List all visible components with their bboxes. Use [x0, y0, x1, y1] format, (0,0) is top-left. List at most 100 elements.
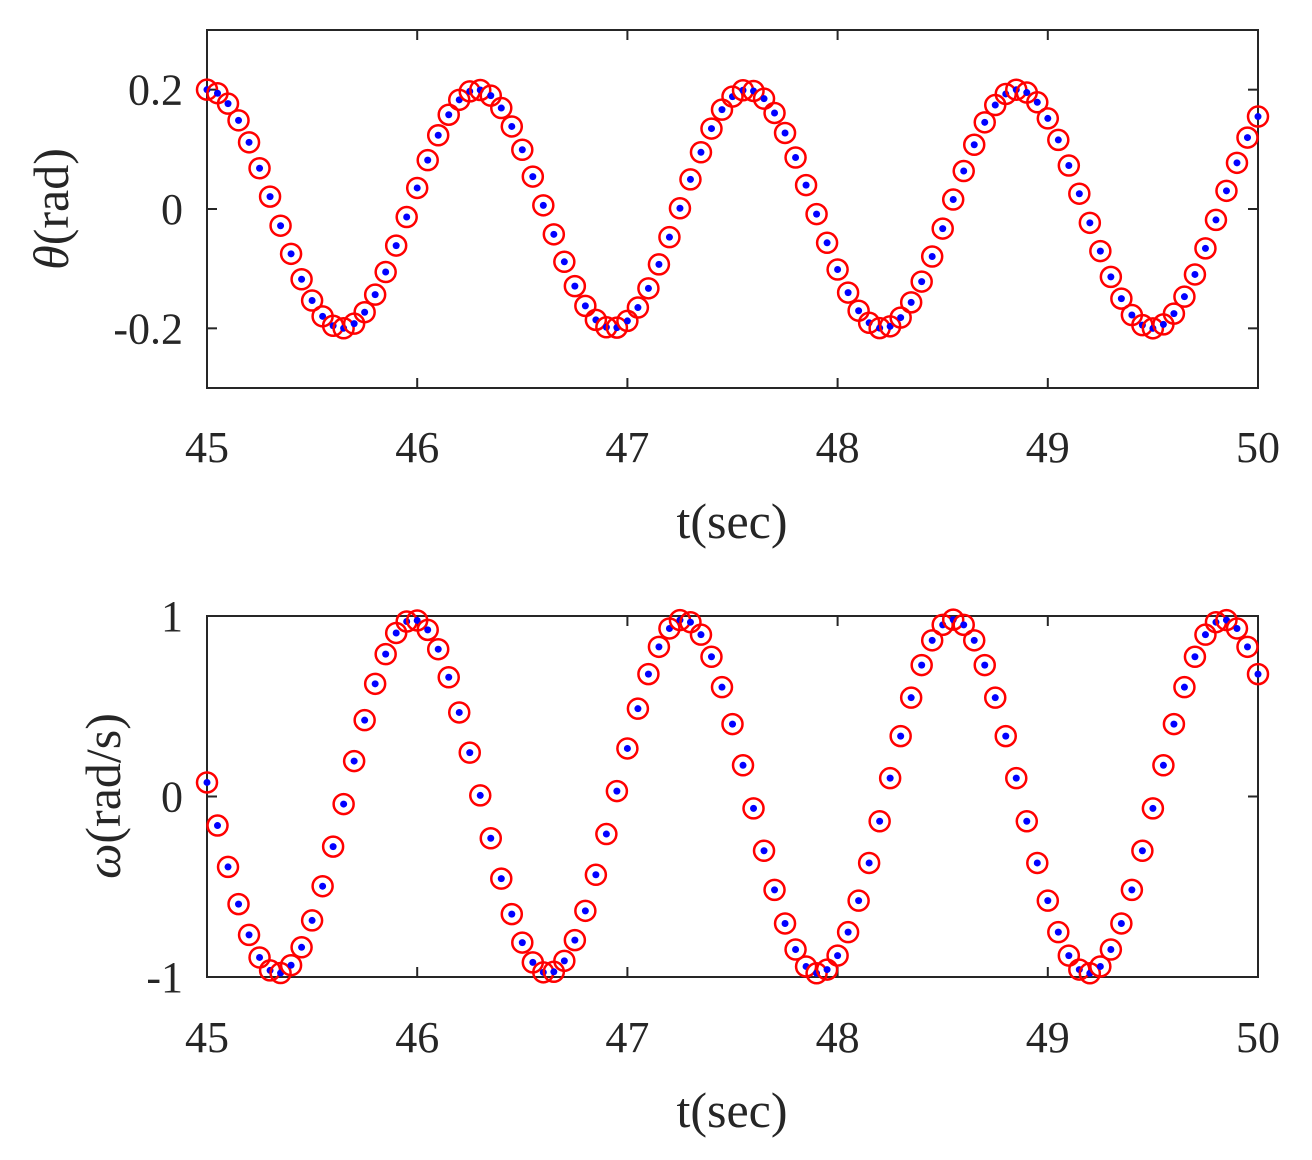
theta-reference-point	[752, 87, 776, 110]
omega-reference-point	[363, 672, 387, 696]
omega-reference-point	[731, 754, 755, 777]
theta-reference-point	[490, 96, 513, 120]
theta-reference-point	[1026, 91, 1049, 114]
theta-estimate-point	[445, 111, 453, 119]
theta-reference-point	[899, 291, 923, 314]
theta-estimate-point	[214, 89, 222, 97]
theta-estimate-point	[508, 122, 516, 130]
omega-estimate-point	[1065, 952, 1073, 960]
theta-reference-point	[248, 157, 271, 180]
theta-tick-labels: 45 46 47 48 49 50 -0.2 0 0.2	[113, 66, 1280, 472]
omega-ytick-label: 1	[161, 592, 183, 641]
omega-ticks	[206, 615, 1259, 978]
theta-estimate-point	[802, 181, 810, 189]
theta-reference-point	[1173, 285, 1196, 308]
theta-estimate-point	[823, 239, 831, 247]
omega-reference-point	[227, 892, 250, 916]
theta-estimate-point	[697, 148, 705, 156]
omega-estimate-point	[1128, 886, 1136, 894]
theta-reference-point	[805, 202, 828, 226]
omega-reference-point	[826, 944, 849, 967]
theta-reference-point	[784, 146, 807, 169]
theta-reference-point	[521, 165, 545, 188]
theta-reference-point	[910, 270, 933, 293]
omega-estimate-point	[686, 618, 694, 626]
omega-reference-point	[206, 814, 229, 837]
omega-estimate-point	[1233, 624, 1241, 632]
theta-estimate-point	[487, 92, 495, 100]
omega-estimate-point	[518, 939, 526, 947]
omega-chart: 45 46 47 48 49 50 -1 0 1 t(sec) ω(rad/s)	[75, 592, 1280, 1138]
omega-estimate-point	[550, 968, 558, 976]
theta-estimate-point	[623, 317, 631, 325]
theta-xtick-label: 48	[816, 423, 860, 472]
theta-reference-point	[416, 148, 439, 172]
omega-estimate-point	[413, 616, 421, 624]
omega-reference-point	[553, 949, 576, 973]
theta-reference-point	[836, 281, 860, 304]
theta-reference-point	[1162, 302, 1186, 325]
omega-reference-point	[941, 608, 965, 631]
omega-reference-point	[605, 779, 629, 803]
omega-reference-point	[857, 851, 881, 875]
theta-estimate-point	[1117, 295, 1125, 303]
theta-estimate-point	[424, 156, 432, 164]
omega-estimate-point	[634, 705, 642, 713]
omega-estimate-point	[1201, 631, 1209, 639]
omega-estimate-point	[792, 946, 800, 954]
omega-y-axis-symbol: ω	[75, 844, 131, 879]
omega-estimate-point	[1012, 774, 1020, 782]
theta-reference-point	[658, 225, 681, 249]
omega-estimate-point	[760, 847, 768, 855]
theta-estimate-point	[256, 164, 264, 172]
theta-estimate-point	[319, 312, 327, 320]
theta-ytick-label: 0.2	[128, 66, 183, 115]
omega-estimate-point	[623, 744, 631, 752]
omega-xtick-label: 45	[185, 1013, 229, 1062]
theta-reference-point	[689, 141, 713, 164]
omega-estimate-point	[571, 936, 579, 944]
omega-estimate-point	[350, 757, 358, 765]
theta-estimate-point	[550, 230, 558, 238]
omega-estimate-point	[718, 683, 726, 691]
omega-estimate-point	[1002, 732, 1010, 740]
theta-reference-point	[1089, 239, 1112, 263]
omega-reference-point	[952, 613, 975, 637]
omega-estimate-point	[991, 694, 999, 702]
omega-ytick-label: 0	[161, 773, 183, 822]
theta-estimate-point	[1128, 311, 1136, 319]
omega-reference-point	[479, 827, 503, 850]
theta-estimate-point	[1033, 98, 1041, 106]
theta-estimate-point	[907, 298, 915, 306]
omega-reference-point	[469, 784, 492, 807]
theta-ytick-label: -0.2	[113, 304, 183, 353]
omega-estimate-point	[1159, 761, 1167, 769]
theta-xtick-label: 47	[605, 423, 649, 472]
omega-estimate-point	[707, 653, 715, 661]
theta-reference-point	[1068, 182, 1091, 205]
theta-reference-point	[237, 131, 261, 154]
omega-estimate-point	[771, 886, 779, 894]
theta-estimate-point	[707, 125, 715, 133]
theta-estimate-point	[834, 266, 842, 274]
theta-estimate-point	[1201, 244, 1209, 252]
theta-estimate-point	[686, 175, 694, 183]
omega-estimate-point	[613, 787, 621, 795]
omega-estimate-point	[602, 830, 610, 838]
theta-estimate-point	[781, 129, 789, 137]
omega-estimate-point	[235, 900, 243, 908]
omega-reference-point	[290, 936, 313, 959]
theta-estimate-point	[403, 213, 411, 221]
omega-estimate-point	[928, 636, 936, 644]
theta-reference-point	[763, 101, 786, 125]
theta-ytick-label: 0	[161, 185, 183, 234]
omega-reference-point	[836, 920, 860, 944]
omega-estimate-point	[424, 626, 432, 634]
theta-reference-point	[1183, 263, 1207, 286]
omega-estimate-point	[655, 643, 663, 651]
omega-ytick-label: -1	[146, 953, 183, 1002]
omega-reference-point	[584, 863, 608, 887]
omega-reference-point	[1015, 810, 1039, 833]
theta-estimate-point	[371, 291, 379, 299]
theta-estimate-point	[1107, 273, 1115, 281]
